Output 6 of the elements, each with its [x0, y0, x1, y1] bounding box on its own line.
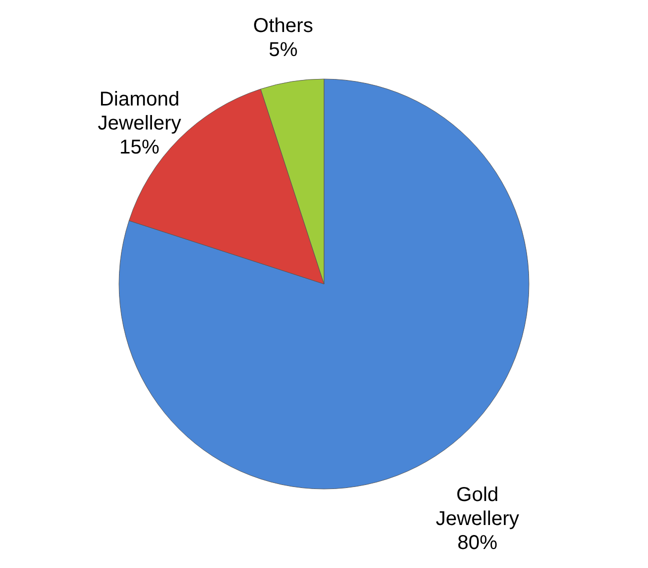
data-label: 80% [457, 532, 498, 554]
data-label: 15% [119, 136, 160, 158]
slice-label: Diamond Jewellery [98, 88, 182, 134]
slice-label: Others [253, 15, 314, 38]
slice-label: Gold Jewellery [436, 484, 520, 530]
data-label: 5% [268, 39, 298, 62]
